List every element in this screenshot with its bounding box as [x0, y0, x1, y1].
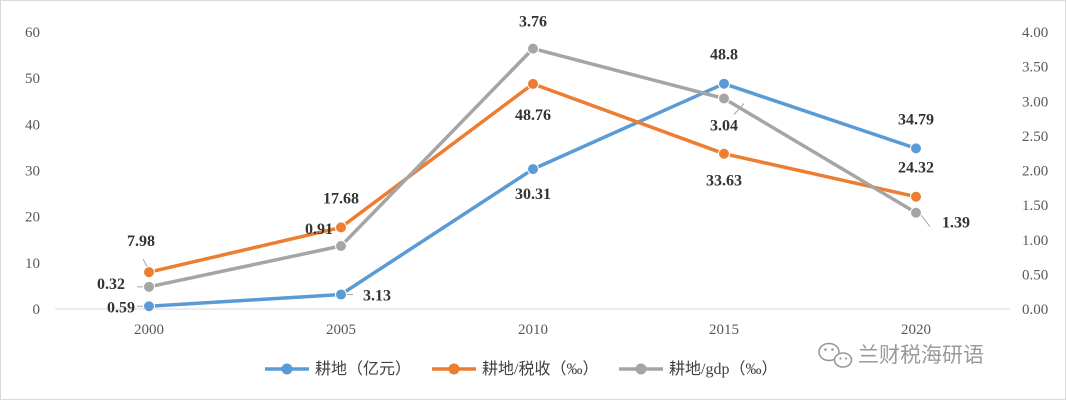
data-point	[143, 280, 155, 293]
watermark-text: 兰财税海研语	[858, 343, 984, 367]
y2-tick-label: 1.00	[1022, 233, 1048, 249]
y-tick-label: 20	[25, 210, 40, 226]
y2-tick-label: 2.00	[1022, 164, 1048, 180]
axes: 0 10 20 30 40 50 60 0.00 0.50 1.00 1.50 2.00 2.50 3.0…	[25, 25, 1048, 338]
x-tick-label: 2005	[326, 322, 356, 338]
data-label: 33.63	[706, 173, 742, 190]
data-label: 3.13	[363, 288, 391, 305]
data-point	[335, 221, 347, 234]
legend-label: 耕地/gdp（‰）	[669, 360, 777, 378]
legend: 耕地（亿元） 耕地/税收（‰） 耕地/gdp（‰）	[265, 360, 777, 378]
data-point	[718, 77, 730, 90]
data-label: 0.91	[305, 221, 333, 238]
data-label: 48.8	[710, 47, 738, 64]
data-point	[910, 142, 922, 155]
data-point	[718, 147, 730, 160]
x-tick-label: 2010	[518, 322, 548, 338]
x-tick-label: 2000	[134, 322, 164, 338]
data-label: 3.76	[519, 14, 547, 31]
data-labels: 0.59 3.13 30.31 48.8 34.79 7.98 17.68 48.76 33.6…	[97, 14, 970, 317]
data-label: 17.68	[323, 190, 359, 207]
data-point	[143, 300, 155, 313]
wechat-icon	[818, 342, 853, 368]
data-point	[718, 92, 730, 105]
y2-tick-label: 2.50	[1022, 129, 1048, 145]
y-tick-label: 60	[25, 25, 40, 41]
data-label: 0.59	[107, 299, 135, 316]
legend-swatch-marker	[448, 363, 460, 375]
data-point	[143, 266, 155, 279]
y-tick-label: 0	[33, 302, 41, 318]
watermark: 兰财税海研语	[818, 342, 984, 368]
data-label: 30.31	[515, 186, 551, 203]
y2-tick-label: 3.50	[1022, 60, 1048, 76]
y-tick-label: 50	[25, 71, 40, 87]
y2-tick-label: 0.00	[1022, 302, 1048, 318]
data-label: 24.32	[898, 160, 934, 177]
y-tick-label: 30	[25, 164, 40, 180]
data-label: 7.98	[127, 233, 155, 250]
data-point	[335, 288, 347, 301]
legend-label: 耕地（亿元）	[315, 360, 411, 378]
data-label: 3.04	[710, 117, 738, 134]
leader-line	[920, 214, 931, 228]
data-label: 0.32	[97, 276, 125, 293]
x-tick-label: 2015	[709, 322, 739, 338]
legend-swatch-marker	[281, 363, 293, 375]
y2-tick-label: 3.00	[1022, 94, 1048, 110]
data-label: 48.76	[515, 107, 551, 124]
y2-tick-label: 0.50	[1022, 267, 1048, 283]
data-label: 1.39	[942, 215, 970, 232]
x-tick-label: 2020	[901, 322, 931, 338]
legend-label: 耕地/税收（‰）	[482, 360, 598, 378]
data-point	[910, 190, 922, 203]
legend-swatch-marker	[635, 363, 647, 375]
data-point	[527, 163, 539, 176]
data-point	[527, 42, 539, 55]
series-points	[143, 42, 922, 313]
data-point	[335, 239, 347, 252]
y2-tick-label: 1.50	[1022, 198, 1048, 214]
data-point	[910, 206, 922, 219]
y-tick-label: 40	[25, 117, 40, 133]
y2-tick-label: 4.00	[1022, 25, 1048, 41]
y-tick-label: 10	[25, 256, 40, 272]
data-label: 34.79	[898, 111, 934, 128]
data-point	[527, 77, 539, 90]
